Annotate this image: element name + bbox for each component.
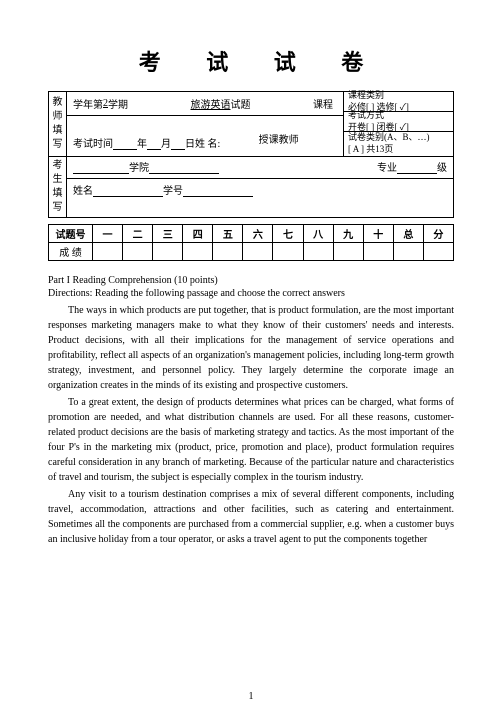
lecturer-area: 授课教师 (220, 131, 337, 150)
score-v0: 成 绩 (49, 243, 93, 261)
opt-type: 试卷类别(A、B、…) [ A ] 共13页 (344, 132, 453, 156)
lbl-month: 月 (161, 135, 171, 150)
ss-1: 生 (53, 173, 63, 187)
sem-prefix: 学年第 (73, 96, 103, 111)
paragraph-2: To a great extent, the design of product… (48, 395, 454, 485)
options-column: 课程类别 必修[ ] 选修[ ✓] 考试方式 开卷[ ] 闭卷[ ✓] 试卷类别… (343, 92, 453, 156)
lbl-sno: 学号 (163, 182, 183, 197)
teacher-main: 学年第 2 学期 旅游英语 试题 课程 考试时间 年 (67, 92, 343, 156)
paragraph-1: The ways in which products are put toget… (48, 303, 454, 393)
blank-day (171, 140, 185, 150)
lbl-major: 专业 (377, 159, 397, 174)
exam-page: 考 试 试 卷 教 师 填 写 学年第 2 学期 旅游英语 试 (0, 0, 502, 708)
sv-8 (303, 243, 333, 261)
sc-7: 七 (273, 225, 303, 243)
opt-type-label: 试卷类别(A、B、…) (348, 132, 449, 144)
lbl-grade: 级 (437, 159, 447, 174)
ss-3: 写 (53, 201, 63, 215)
info-right: 教 师 填 写 学年第 2 学期 旅游英语 试题 课程 (49, 92, 453, 217)
sc-8: 八 (303, 225, 333, 243)
subject: 旅游英语 (191, 96, 231, 111)
paragraph-3: Any visit to a tourism destination compr… (48, 487, 454, 547)
sv-11 (393, 243, 423, 261)
score-value-row: 成 绩 (49, 243, 454, 261)
sc-1: 一 (93, 225, 123, 243)
sv-9 (333, 243, 363, 261)
student-row-2: 姓名 学号 (67, 179, 453, 201)
sv-10 (363, 243, 393, 261)
row-examtime: 考试时间 年 月 日 姓 名: 授课教师 (67, 116, 343, 154)
directions: Directions: Reading the following passag… (48, 288, 454, 299)
ts-1: 师 (53, 110, 63, 124)
blank-month (147, 140, 161, 150)
lecturer-label: 授课教师 (220, 131, 337, 146)
blank-dept (149, 164, 219, 174)
blank-year (113, 140, 137, 150)
sv-3 (153, 243, 183, 261)
ts-0: 教 (53, 96, 63, 110)
lbl-year: 年 (137, 135, 147, 150)
lbl-name: 姓 名: (195, 135, 220, 150)
sv-6 (243, 243, 273, 261)
examtime-left: 考试时间 年 月 日 姓 名: (73, 135, 220, 150)
teacher-side-label: 教 师 填 写 (49, 92, 67, 156)
student-main: 学院 专业 级 姓名 学号 (67, 157, 453, 217)
part-line: Part I Reading Comprehension (10 points) (48, 275, 454, 286)
ts-2: 填 (53, 124, 63, 138)
sc-12: 分 (423, 225, 453, 243)
subject-after: 试题 (231, 96, 251, 111)
exam-time-label: 考试时间 (73, 135, 113, 150)
lbl-college: 学院 (129, 159, 149, 174)
opt-mode: 考试方式 开卷[ ] 闭卷[ ✓] (344, 112, 453, 132)
ts-3: 写 (53, 138, 63, 152)
course-label: 课程 (313, 96, 337, 111)
ss-0: 考 (53, 159, 63, 173)
row-semester: 学年第 2 学期 旅游英语 试题 课程 (67, 92, 343, 116)
sc-4: 四 (183, 225, 213, 243)
sc-10: 十 (363, 225, 393, 243)
student-block: 考 生 填 写 学院 专业 级 姓名 (49, 157, 453, 217)
student-row-1: 学院 专业 级 (67, 157, 453, 179)
page-number: 1 (0, 691, 502, 702)
sv-12 (423, 243, 453, 261)
sc-6: 六 (243, 225, 273, 243)
opt-type-line: [ A ] 共13页 (348, 144, 449, 156)
sv-1 (93, 243, 123, 261)
page-title: 考 试 试 卷 (48, 45, 454, 77)
score-table: 试题号 一 二 三 四 五 六 七 八 九 十 总 分 成 绩 (48, 224, 454, 261)
ss-2: 填 (53, 187, 63, 201)
sv-7 (273, 243, 303, 261)
sc-5: 五 (213, 225, 243, 243)
student-side-label: 考 生 填 写 (49, 157, 67, 217)
score-h0: 试题号 (49, 225, 93, 243)
blank-sno (183, 187, 253, 197)
opt-cat-label: 课程类别 (348, 90, 449, 102)
sv-4 (183, 243, 213, 261)
blank-major (397, 164, 437, 174)
teacher-block: 教 师 填 写 学年第 2 学期 旅游英语 试题 课程 (49, 92, 453, 157)
sv-5 (213, 243, 243, 261)
sem-suffix: 学期 (108, 96, 128, 111)
sc-2: 二 (123, 225, 153, 243)
sc-3: 三 (153, 225, 183, 243)
sv-2 (123, 243, 153, 261)
blank-sname (93, 187, 163, 197)
opt-mode-label: 考试方式 (348, 110, 449, 122)
sc-11: 总 (393, 225, 423, 243)
sc-9: 九 (333, 225, 363, 243)
score-header-row: 试题号 一 二 三 四 五 六 七 八 九 十 总 分 (49, 225, 454, 243)
blank-college (73, 164, 129, 174)
lbl-day: 日 (185, 135, 195, 150)
info-table: 教 师 填 写 学年第 2 学期 旅游英语 试题 课程 (48, 91, 454, 218)
lbl-sname: 姓名 (73, 182, 93, 197)
